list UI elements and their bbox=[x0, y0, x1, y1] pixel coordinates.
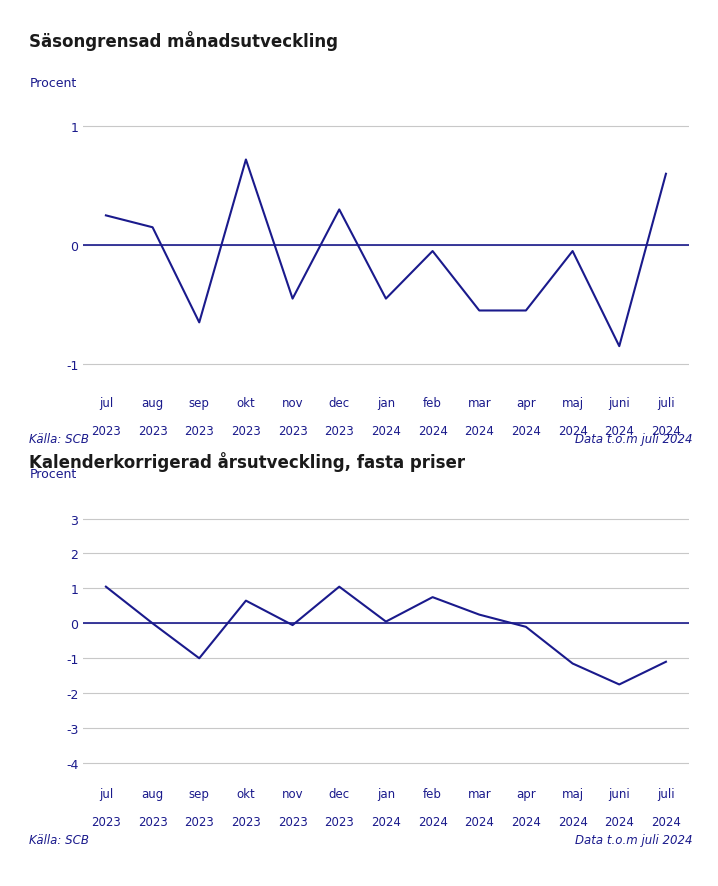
Text: 2023: 2023 bbox=[91, 424, 121, 438]
Text: 2023: 2023 bbox=[231, 814, 261, 828]
Text: 2024: 2024 bbox=[605, 814, 634, 828]
Text: Kalenderkorrigerad årsutveckling, fasta priser: Kalenderkorrigerad årsutveckling, fasta … bbox=[29, 452, 465, 472]
Text: 2024: 2024 bbox=[371, 424, 401, 438]
Text: Källa: SCB: Källa: SCB bbox=[29, 833, 88, 846]
Text: Säsongrensad månadsutveckling: Säsongrensad månadsutveckling bbox=[29, 31, 337, 51]
Text: 2023: 2023 bbox=[231, 424, 261, 438]
Text: 2024: 2024 bbox=[651, 814, 681, 828]
Text: 2023: 2023 bbox=[325, 814, 354, 828]
Text: 2023: 2023 bbox=[91, 814, 121, 828]
Text: Källa: SCB: Källa: SCB bbox=[29, 432, 88, 446]
Text: 2024: 2024 bbox=[371, 814, 401, 828]
Text: 2024: 2024 bbox=[511, 424, 541, 438]
Text: 2024: 2024 bbox=[418, 424, 447, 438]
Text: 2024: 2024 bbox=[465, 424, 494, 438]
Text: Procent: Procent bbox=[29, 467, 77, 480]
Text: 2023: 2023 bbox=[185, 814, 214, 828]
Text: 2023: 2023 bbox=[278, 814, 307, 828]
Text: 2024: 2024 bbox=[418, 814, 447, 828]
Text: 2024: 2024 bbox=[558, 424, 587, 438]
Text: 2024: 2024 bbox=[511, 814, 541, 828]
Text: Data t.o.m juli 2024: Data t.o.m juli 2024 bbox=[575, 432, 693, 446]
Text: 2024: 2024 bbox=[465, 814, 494, 828]
Text: 2024: 2024 bbox=[651, 424, 681, 438]
Text: 2024: 2024 bbox=[558, 814, 587, 828]
Text: 2023: 2023 bbox=[185, 424, 214, 438]
Text: Data t.o.m juli 2024: Data t.o.m juli 2024 bbox=[575, 833, 693, 846]
Text: 2023: 2023 bbox=[138, 814, 167, 828]
Text: 2024: 2024 bbox=[605, 424, 634, 438]
Text: Procent: Procent bbox=[29, 77, 77, 90]
Text: 2023: 2023 bbox=[325, 424, 354, 438]
Text: 2023: 2023 bbox=[138, 424, 167, 438]
Text: 2023: 2023 bbox=[278, 424, 307, 438]
